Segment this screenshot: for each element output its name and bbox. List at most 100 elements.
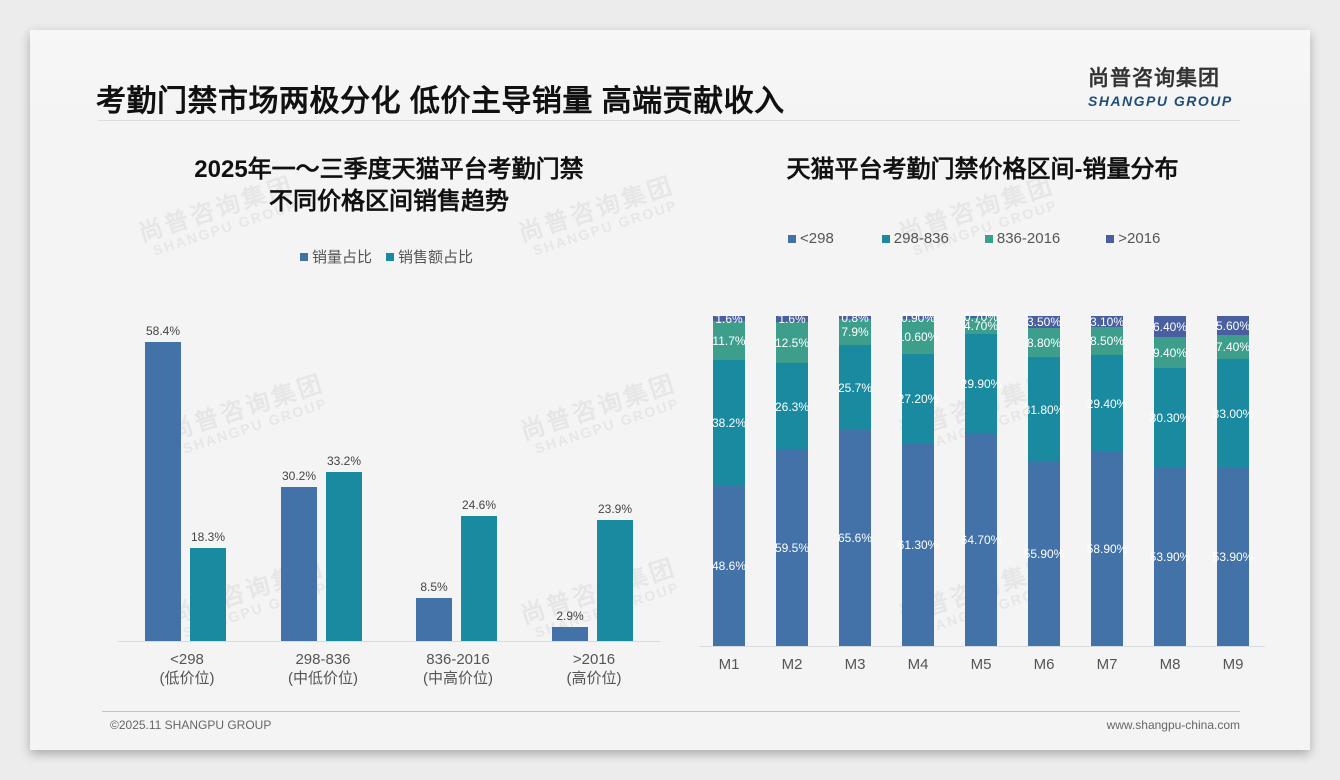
segment-label: 64.70% — [960, 532, 1002, 547]
segment-label: 65.6% — [837, 531, 873, 545]
stacked-column-m7: 58.90% 29.40% 8.50% 3.10% — [1087, 315, 1127, 646]
header-band — [30, 30, 1310, 122]
category-tier: (中高价位) — [423, 670, 493, 687]
segment-298-836: 31.80% — [1024, 357, 1064, 462]
segment-label: 53.90% — [1149, 550, 1191, 564]
segment-gt2016: 5.60% — [1216, 316, 1250, 335]
segment-label: 48.6% — [711, 559, 747, 573]
x-axis-category: M4 — [907, 656, 929, 673]
logo-chinese: 尚普咨询集团 — [1088, 67, 1220, 90]
legend-item-298-836: 298-836 — [881, 230, 949, 247]
x-axis-category: 836-2016 (中高价位) — [398, 650, 518, 688]
x-axis-category: 298-836 (中低价位) — [263, 650, 383, 688]
segment-label: 8.80% — [1026, 335, 1062, 350]
segment-label: 33.00% — [1212, 406, 1254, 421]
category-range: <298 — [170, 651, 204, 668]
segment-298-836: 25.7% — [838, 345, 872, 430]
segment-label: 0.8% — [841, 310, 869, 325]
segment-label: 1.6% — [715, 311, 743, 326]
x-axis-category: M5 — [970, 656, 992, 673]
bar-volume — [281, 487, 317, 642]
segment-label: 61.30% — [897, 538, 939, 552]
bar-value-label: 2.9% — [556, 609, 584, 623]
segment-298-836: 26.3% — [775, 363, 809, 450]
legend-item-revenue: 销售额占比 — [386, 246, 473, 267]
legend-label: 298-836 — [893, 230, 949, 247]
segment-lt298: 65.6% — [838, 430, 872, 646]
bar-value-label: 30.2% — [281, 469, 317, 483]
legend-swatch-icon — [788, 234, 796, 243]
slide: 尚普咨询集团 SHANGPU GROUP 尚普咨询集团 SHANGPU GROUP … — [30, 30, 1310, 750]
x-axis-category: M2 — [781, 656, 803, 673]
segment-label: 59.5% — [774, 541, 810, 555]
legend-label: 销量占比 — [312, 249, 373, 266]
x-axis-category: M6 — [1033, 656, 1055, 673]
x-axis-category: >2016 (高价位) — [534, 650, 654, 688]
legend-item-volume: 销量占比 — [300, 246, 372, 267]
segment-label: 10.60% — [897, 329, 939, 344]
bar-value-label: 24.6% — [461, 498, 497, 512]
legend-swatch-icon — [300, 252, 308, 261]
x-axis-category: M3 — [844, 656, 866, 673]
x-axis-category: M9 — [1222, 656, 1244, 673]
segment-label: 8.50% — [1089, 334, 1125, 348]
segment-298-836: 30.30% — [1150, 368, 1190, 468]
segment-gt2016: 0.90% — [901, 311, 935, 325]
bar-volume — [552, 627, 588, 642]
legend-label: 销售额占比 — [398, 249, 474, 266]
x-axis-category: M1 — [718, 656, 740, 673]
bar-revenue — [190, 548, 226, 642]
category-range: >2016 — [572, 651, 616, 668]
segment-label: 38.2% — [711, 416, 747, 430]
segment-label: 55.90% — [1023, 547, 1065, 561]
segment-label: 5.60% — [1215, 318, 1251, 333]
segment-836-2016: 7.9% — [839, 319, 871, 345]
segment-836-2016: 4.70% — [964, 318, 998, 334]
segment-836-2016: 11.7% — [712, 321, 746, 360]
segment-label: 9.40% — [1152, 345, 1188, 360]
stacked-column-m1: 48.6% 38.2% 11.7% 1.6% — [712, 312, 746, 646]
segment-label: 27.20% — [897, 392, 939, 406]
legend-label: >2016 — [1118, 230, 1161, 247]
segment-lt298: 53.90% — [1213, 468, 1253, 646]
stacked-column-m2: 59.5% 26.3% 12.5% 1.6% — [775, 312, 809, 646]
left-chart-legend: 销量占比 销售额占比 — [300, 246, 487, 267]
segment-label: 7.9% — [841, 325, 869, 339]
left-chart-x-axis — [118, 641, 660, 642]
segment-lt298: 53.90% — [1150, 468, 1190, 646]
left-chart-title-line2: 不同价格区间销售趋势 — [269, 188, 509, 215]
bar-volume — [416, 598, 452, 642]
legend-swatch-icon — [1106, 234, 1115, 243]
bar-value-label: 18.3% — [190, 530, 226, 544]
footer-copyright: ©2025.11 SHANGPU GROUP — [110, 718, 272, 732]
category-range: 298-836 — [295, 651, 351, 668]
company-logo: 尚普咨询集团 SHANGPU GROUP — [1088, 62, 1248, 109]
segment-298-836: 38.2% — [712, 360, 746, 486]
segment-label: 58.90% — [1086, 542, 1128, 556]
segment-label: 31.80% — [1023, 402, 1065, 417]
footer-website: www.shangpu-china.com — [1106, 718, 1240, 732]
segment-gt2016: 0.70% — [964, 310, 998, 324]
segment-lt298: 64.70% — [961, 433, 1001, 646]
segment-label: 26.3% — [774, 399, 810, 414]
bar-value-label: 23.9% — [597, 502, 633, 516]
segment-lt298: 55.90% — [1024, 462, 1064, 646]
bar-revenue — [326, 472, 362, 642]
left-chart-title-line1: 2025年一～三季度天猫平台考勤门禁 — [194, 156, 584, 183]
legend-swatch-icon — [984, 234, 993, 243]
segment-lt298: 61.30% — [898, 444, 938, 646]
stacked-column-m6: 55.90% 31.80% 8.80% 3.50% — [1024, 315, 1064, 646]
legend-swatch-icon — [881, 234, 890, 243]
segment-836-2016: 9.40% — [1153, 337, 1187, 368]
segment-label: 29.40% — [1086, 396, 1128, 411]
segment-gt2016: 6.40% — [1153, 316, 1187, 337]
bar-value-label: 33.2% — [326, 454, 362, 468]
category-range: 836-2016 — [426, 651, 490, 668]
segment-label: 12.5% — [774, 335, 810, 350]
bar-revenue — [461, 516, 497, 642]
stacked-column-m4: 61.30% 27.20% 10.60% 0.90% — [898, 311, 938, 646]
segment-gt2016: 1.6% — [713, 312, 745, 326]
segment-836-2016: 8.50% — [1090, 327, 1124, 355]
segment-label: 25.7% — [837, 380, 873, 395]
